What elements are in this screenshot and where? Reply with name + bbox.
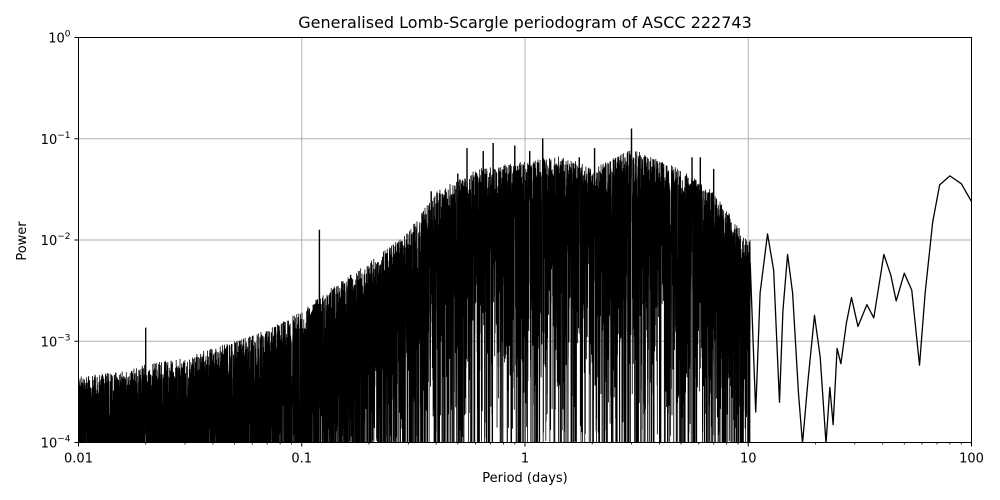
y-tick-label: 10−2 xyxy=(41,232,71,249)
y-tick-label: 100 xyxy=(48,30,71,47)
periodogram-tail-line xyxy=(749,175,972,443)
x-tick-label: 0.01 xyxy=(64,452,93,467)
x-tick-label: 100 xyxy=(959,452,984,467)
axis-ticks: 0.01 0.1 1 10 100 10−4 10−3 10−2 10−1 100 xyxy=(41,30,984,467)
y-tick-label: 10−1 xyxy=(41,131,71,148)
y-axis-label: Power xyxy=(15,221,30,261)
chart-title: Generalised Lomb-Scargle periodogram of … xyxy=(298,13,752,32)
x-tick-label: 10 xyxy=(740,452,757,467)
x-tick-label: 1 xyxy=(521,452,529,467)
x-tick-label: 0.1 xyxy=(291,452,312,467)
plot-area xyxy=(78,128,972,443)
periodogram-noise-line xyxy=(78,128,751,443)
y-tick-label: 10−4 xyxy=(41,435,71,452)
y-tick-label: 10−3 xyxy=(41,333,71,350)
x-axis-label: Period (days) xyxy=(482,471,568,486)
